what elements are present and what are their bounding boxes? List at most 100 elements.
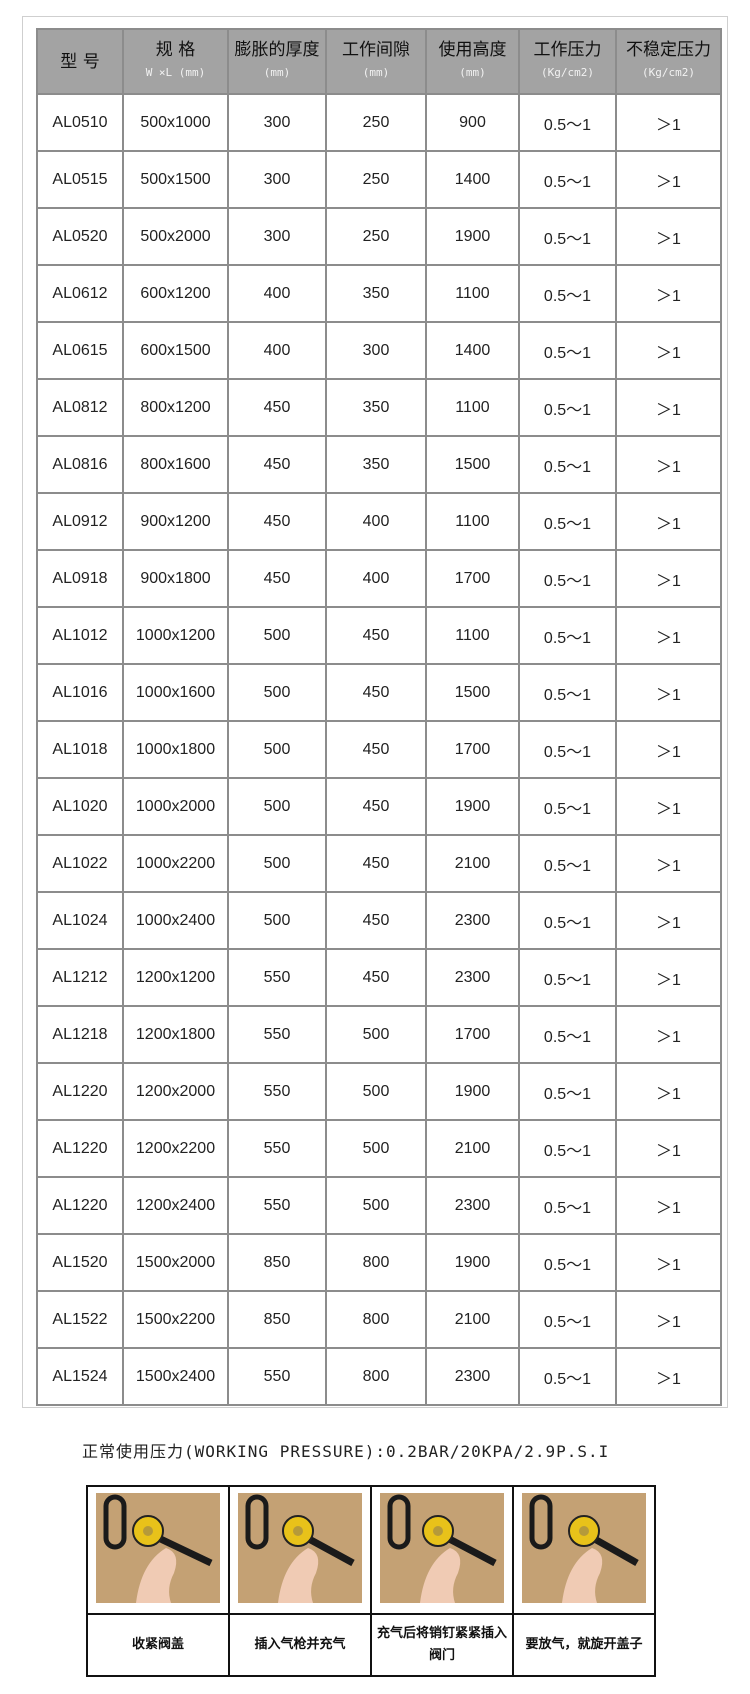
table-cell: 0.5～1 [518, 777, 617, 836]
column-header: 工作间隙 (mm) [325, 28, 427, 95]
table-cell: ＞1 [615, 1290, 722, 1349]
table-cell: AL1212 [36, 948, 124, 1007]
air-gun-insert-photo [238, 1493, 362, 1603]
unscrew-cap-photo [522, 1493, 646, 1603]
table-row: AL0912 900x1200 450 400 1100 0.5～1 ＞1 [36, 492, 722, 551]
table-cell: ＞1 [615, 1233, 722, 1292]
column-title: 工作间隙 [342, 40, 410, 60]
table-row: AL1212 1200x1200 550 450 2300 0.5～1 ＞1 [36, 948, 722, 1007]
table-row: AL1016 1000x1600 500 450 1500 0.5～1 ＞1 [36, 663, 722, 722]
table-cell: 250 [325, 93, 427, 152]
table-cell: 500 [227, 606, 327, 665]
table-cell: 0.5～1 [518, 1233, 617, 1292]
column-title: 工作压力 [533, 40, 602, 60]
column-header: 规 格 W ×L (mm) [122, 28, 229, 95]
table-cell: 550 [227, 1347, 327, 1406]
table-cell: 900x1800 [122, 549, 229, 608]
table-cell: 1200x1200 [122, 948, 229, 1007]
table-cell: 850 [227, 1233, 327, 1292]
table-cell: 1500 [425, 663, 520, 722]
table-cell: 450 [325, 777, 427, 836]
table-cell: 300 [227, 150, 327, 209]
table-cell: 1500x2200 [122, 1290, 229, 1349]
table-cell: AL1012 [36, 606, 124, 665]
table-cell: ＞1 [615, 1119, 722, 1178]
table-cell: ＞1 [615, 435, 722, 494]
table-cell: 450 [325, 948, 427, 1007]
table-cell: 450 [325, 606, 427, 665]
step-caption: 收紧阀盖 [86, 1613, 230, 1677]
column-header: 工作压力 (Kg/cm2) [518, 28, 617, 95]
table-cell: ＞1 [615, 720, 722, 779]
step-caption: 插入气枪并充气 [228, 1613, 372, 1677]
table-cell: 0.5～1 [518, 549, 617, 608]
table-cell: 450 [227, 435, 327, 494]
table-cell: AL1218 [36, 1005, 124, 1064]
table-cell: 0.5～1 [518, 435, 617, 494]
table-cell: 500 [227, 834, 327, 893]
table-cell: 1500 [425, 435, 520, 494]
table-cell: AL1020 [36, 777, 124, 836]
table-cell: ＞1 [615, 378, 722, 437]
table-cell: 550 [227, 948, 327, 1007]
table-cell: AL0510 [36, 93, 124, 152]
pin-insert-photo [380, 1493, 504, 1603]
table-cell: 500 [325, 1005, 427, 1064]
table-cell: ＞1 [615, 1347, 722, 1406]
table-cell: 0.5～1 [518, 834, 617, 893]
table-cell: 900 [425, 93, 520, 152]
step-photo-cell [228, 1485, 372, 1615]
table-row: AL1520 1500x2000 850 800 1900 0.5～1 ＞1 [36, 1233, 722, 1292]
table-cell: 0.5～1 [518, 948, 617, 1007]
column-title: 型 号 [60, 51, 100, 72]
table-cell: 450 [227, 492, 327, 551]
table-cell: 500x1500 [122, 150, 229, 209]
table-cell: 0.5～1 [518, 1290, 617, 1349]
header-row: 型 号 规 格 W ×L (mm) 膨胀的厚度 (mm) 工作间隙 (mm) 使用高度 (mm)… [36, 28, 722, 95]
table-cell: ＞1 [615, 207, 722, 266]
table-row: AL0615 600x1500 400 300 1400 0.5～1 ＞1 [36, 321, 722, 380]
table-cell: AL1524 [36, 1347, 124, 1406]
table-cell: ＞1 [615, 1062, 722, 1121]
table-cell: AL0612 [36, 264, 124, 323]
table-cell: 0.5～1 [518, 1119, 617, 1178]
column-header: 不稳定压力 (Kg/cm2) [615, 28, 722, 95]
table-cell: 0.5～1 [518, 1176, 617, 1235]
table-cell: 450 [227, 549, 327, 608]
table-cell: 0.5～1 [518, 321, 617, 380]
table-cell: 0.5～1 [518, 264, 617, 323]
table-cell: 1900 [425, 1233, 520, 1292]
table-row: AL1018 1000x1800 500 450 1700 0.5～1 ＞1 [36, 720, 722, 779]
table-cell: 250 [325, 207, 427, 266]
table-row: AL1524 1500x2400 550 800 2300 0.5～1 ＞1 [36, 1347, 722, 1406]
column-unit: (mm) [459, 66, 486, 79]
table-cell: 500 [325, 1119, 427, 1178]
valve-cap-photo [96, 1493, 220, 1603]
column-title: 规 格 [155, 40, 196, 60]
table-cell: 800 [325, 1290, 427, 1349]
table-cell: ＞1 [615, 93, 722, 152]
table-cell: 1000x2400 [122, 891, 229, 950]
table-cell: 0.5～1 [518, 891, 617, 950]
table-cell: 1000x1800 [122, 720, 229, 779]
column-unit: (mm) [362, 66, 390, 79]
column-title: 使用高度 [438, 40, 507, 60]
table-cell: 300 [227, 93, 327, 152]
table-cell: 1700 [425, 1005, 520, 1064]
table-cell: 450 [325, 663, 427, 722]
table-cell: 1200x2200 [122, 1119, 229, 1178]
table-cell: 0.5～1 [518, 1347, 617, 1406]
table-row: AL1012 1000x1200 500 450 1100 0.5～1 ＞1 [36, 606, 722, 665]
table-cell: 300 [325, 321, 427, 380]
table-cell: AL1022 [36, 834, 124, 893]
table-cell: 0.5～1 [518, 720, 617, 779]
table-cell: 0.5～1 [518, 93, 617, 152]
table-cell: 2100 [425, 1119, 520, 1178]
table-cell: ＞1 [615, 948, 722, 1007]
table-cell: 800 [325, 1347, 427, 1406]
table-cell: 2300 [425, 1176, 520, 1235]
table-cell: 500 [227, 777, 327, 836]
table-row: AL0816 800x1600 450 350 1500 0.5～1 ＞1 [36, 435, 722, 494]
table-cell: 300 [227, 207, 327, 266]
table-cell: 400 [227, 321, 327, 380]
